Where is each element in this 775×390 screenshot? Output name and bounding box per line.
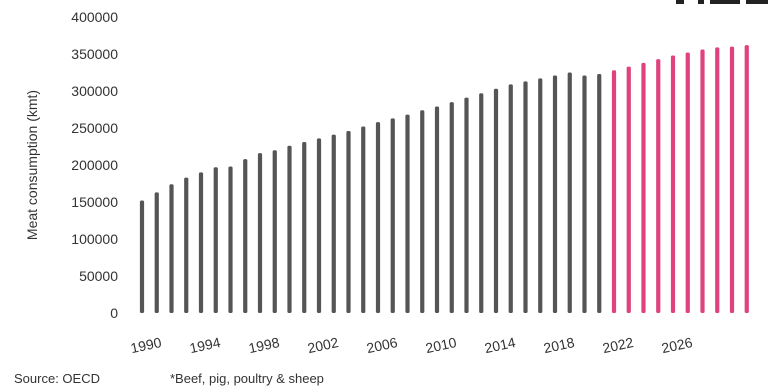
x-tick-label: 2026 <box>660 334 694 356</box>
x-tick-label: 2006 <box>365 334 399 356</box>
y-tick-label: 0 <box>110 305 118 321</box>
bar-2027 <box>685 52 690 314</box>
chart-footer: Source: OECD *Beef, pig, poultry & sheep <box>14 371 324 386</box>
bar-2020 <box>582 75 587 314</box>
y-axis-title: Meat consumption (kmt) <box>24 90 40 240</box>
bar-1992 <box>169 184 174 313</box>
bar-2012 <box>464 97 469 313</box>
x-axis-ticks: 1990 1994 1998 2002 2006 2010 2014 2018 2022 2026 <box>129 334 694 356</box>
y-tick-label: 350000 <box>71 46 118 62</box>
bar-2025 <box>656 59 661 314</box>
bar-2019 <box>567 72 572 313</box>
bars <box>139 45 749 314</box>
footnote: *Beef, pig, poultry & sheep <box>169 371 324 386</box>
y-tick-label: 100000 <box>71 231 118 247</box>
bar-1993 <box>184 177 189 313</box>
bar-2013 <box>479 93 484 313</box>
bar-1991 <box>154 192 159 313</box>
bar-2007 <box>390 118 395 313</box>
bar-2031 <box>744 45 749 314</box>
bar-2006 <box>375 122 381 313</box>
y-tick-label: 300000 <box>71 83 118 99</box>
bar-2021 <box>597 73 602 313</box>
x-tick-label: 2018 <box>542 334 576 356</box>
bar-1997 <box>243 159 248 313</box>
bar-2001 <box>302 142 307 313</box>
bar-1999 <box>272 150 277 313</box>
bar-2004 <box>346 130 351 313</box>
x-tick-label: 2022 <box>601 334 635 356</box>
bar-2008 <box>405 114 410 314</box>
y-tick-label: 400000 <box>71 9 118 25</box>
bar-2028 <box>700 49 705 314</box>
y-axis-title-group: Meat consumption (kmt) <box>24 90 40 240</box>
source-label: Source: OECD <box>14 371 100 386</box>
bar-2026 <box>670 55 676 313</box>
x-tick-label: 1990 <box>129 334 163 356</box>
y-tick-label: 150000 <box>71 194 118 210</box>
bar-2005 <box>361 126 366 314</box>
bar-2017 <box>538 78 543 313</box>
corner-logo-mark <box>676 0 768 5</box>
bar-2029 <box>715 47 720 314</box>
y-axis-ticks: 0 50000 100000 150000 200000 250000 300000 3500… <box>71 9 118 321</box>
bar-2024 <box>641 62 646 313</box>
y-tick-label: 250000 <box>71 120 118 136</box>
bar-2023 <box>626 66 631 313</box>
bar-2018 <box>552 75 558 314</box>
bar-2010 <box>434 106 440 313</box>
bar-2016 <box>523 81 528 313</box>
x-tick-label: 1994 <box>188 334 222 356</box>
bar-1990 <box>139 200 145 313</box>
bar-2003 <box>331 134 336 313</box>
bar-1995 <box>213 167 218 313</box>
bar-2002 <box>316 138 322 313</box>
bar-1998 <box>257 153 263 313</box>
bar-2030 <box>729 46 735 313</box>
y-tick-label: 50000 <box>79 268 118 284</box>
x-tick-label: 1998 <box>247 334 281 356</box>
bar-1994 <box>198 172 204 313</box>
bar-2022 <box>611 70 617 313</box>
x-tick-label: 2014 <box>483 334 517 356</box>
bar-1996 <box>228 166 233 313</box>
x-tick-label: 2002 <box>306 334 340 356</box>
bar-2015 <box>508 84 513 313</box>
x-tick-label: 2010 <box>424 334 458 356</box>
bar-2011 <box>449 102 454 313</box>
y-tick-label: 200000 <box>71 157 118 173</box>
bar-2009 <box>420 110 425 314</box>
bar-2000 <box>287 145 292 313</box>
bar-2014 <box>493 88 499 313</box>
